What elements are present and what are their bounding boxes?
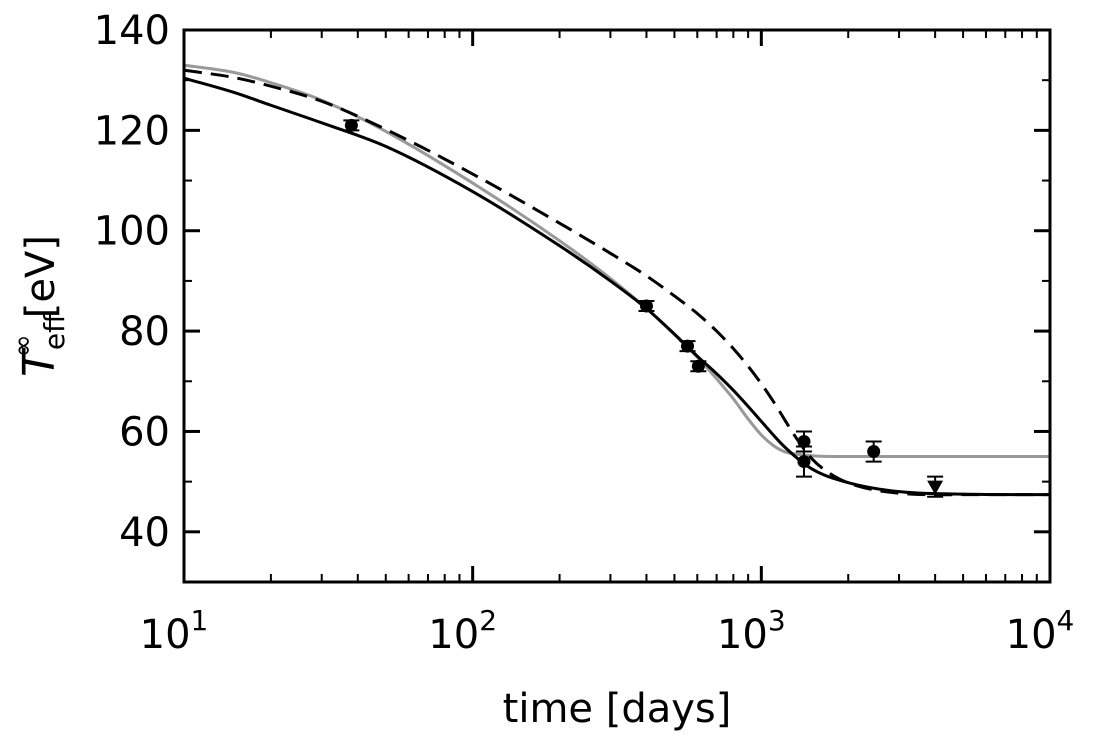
y-tick-label: 60 [119,409,170,455]
x-tick-label: 102 [428,604,497,658]
y-tick-label: 40 [119,510,170,556]
upper-limit-marker [927,480,944,495]
x-tick-label: 104 [1006,604,1075,658]
x-axis-label: time [days] [503,686,732,732]
y-tick-label: 120 [94,108,170,154]
data-point-2 [679,339,696,353]
model-curves [183,63,1051,497]
y-tick-label: 80 [119,309,170,355]
y-axis-ticks: 40 60 80 100 120 140 [94,8,1050,556]
data-marker [797,434,811,448]
series-line-0 [183,63,1050,459]
series-line-2 [183,68,1050,497]
series-line-1 [183,76,1051,497]
data-marker [691,359,705,373]
y-tick-label: 100 [94,209,170,255]
data-marker [797,455,811,469]
data-point-7 [927,475,944,498]
data-point-6 [865,440,882,463]
x-tick-label: 101 [140,604,209,658]
x-axis-ticks: 101 102 103 104 [140,30,1075,658]
observations [343,118,944,498]
data-marker [867,445,881,459]
data-point-0 [343,118,360,132]
data-point-3 [690,359,707,373]
y-axis-label: Teff∞[eV] [6,235,71,377]
data-marker [344,118,358,132]
data-point-1 [638,299,655,313]
data-marker [639,299,653,313]
x-tick-label: 103 [717,604,786,658]
data-point-5 [795,445,812,478]
data-marker [681,339,695,353]
plot-frame [182,28,1052,584]
y-tick-label: 140 [94,8,170,54]
